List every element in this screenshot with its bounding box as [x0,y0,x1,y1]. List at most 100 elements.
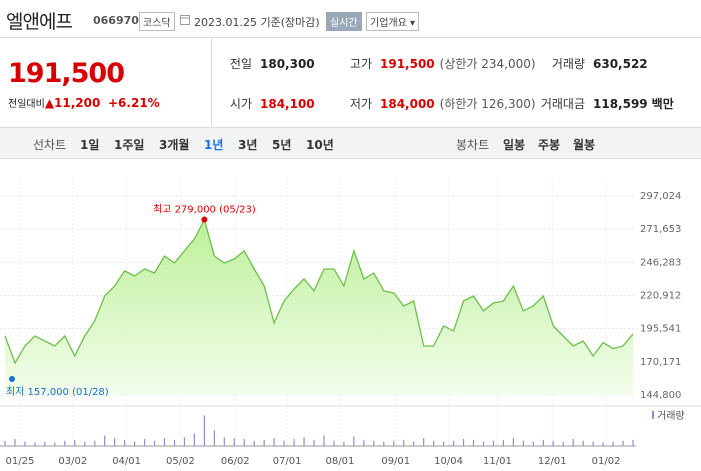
tab[interactable]: 일봉 [503,138,526,152]
min-label: 최저 157,000 (01/28) [6,386,109,398]
stat-label: 고가 [349,57,372,71]
stat-note: (하한가 126,300) [439,97,536,111]
stats-panel: 전일 180,300 고가 191,500 (상한가 234,000) 거래량 630,52… [212,38,701,126]
tab[interactable]: 1년 [204,138,224,152]
calendar-icon [180,15,190,25]
volume-bar [283,440,285,446]
volume-bar [413,441,415,446]
tab[interactable]: 3개월 [159,138,190,152]
y-tick-label: 297,024 [640,191,681,202]
volume-bar [333,440,335,446]
x-tick-label: 04/01 [112,456,141,467]
volume-bar [572,439,574,446]
current-price: 191,500 [8,58,125,89]
tab[interactable]: 1주일 [114,138,145,152]
volume-bar [323,435,325,446]
x-tick-label: 09/01 [381,456,410,467]
y-tick-label: 220,912 [640,291,681,302]
volume-legend: 거래량 [657,410,685,422]
stat: 고가 191,500 (상한가 234,000) [332,55,536,72]
volume-bar [303,437,305,446]
change-row: 전일대비▲11,200 +6.21% [8,95,160,110]
tab[interactable]: 3년 [238,138,258,152]
stat-label: 거래대금 [540,97,585,111]
company-label: 기업개요 [370,18,407,29]
tab[interactable]: 10년 [306,138,334,152]
max-marker [201,216,208,223]
volume-bar [612,441,614,446]
tab[interactable]: 5년 [272,138,292,152]
stat: 거래량 630,522 [537,55,648,72]
stat: 전일 180,300 [212,55,315,72]
volume-bar [14,439,16,446]
chart: 144,800 170,171 195,541 220,912 246,283 271,6… [0,179,701,467]
change-pct: +6.21% [108,96,160,110]
volume-bar [243,439,245,446]
tab[interactable]: 주봉 [538,138,561,152]
change: 11,200 [54,96,101,110]
stat-value: 180,300 [260,57,315,71]
volume-bar [84,441,86,446]
base-date: 2023.01.25 기준(장마감) [194,16,320,29]
volume-bar [104,435,106,446]
volume-bar [213,430,215,446]
volume-bar [54,442,56,446]
x-tick-label: 06/02 [221,456,250,467]
volume-bar [443,441,445,446]
volume-bar [502,439,505,446]
tab-group-label: 선차트 [33,138,67,152]
stat-value: 184,000 [380,97,435,111]
volume-bar [203,415,205,446]
min-marker [8,376,15,383]
volume-bar [133,441,136,446]
stat-label: 시가 [229,97,252,111]
volume-bar [313,439,315,446]
x-tick-label: 01/25 [6,456,35,467]
stat-value: 184,100 [260,97,315,111]
volume-bar [253,440,255,446]
volume-bar [522,440,524,446]
company-button[interactable]: 기업개요 ▾ [366,12,420,31]
y-tick-label: 246,283 [640,257,681,268]
price-area [5,219,633,395]
volume-bar [532,441,534,446]
volume-bar [393,440,395,446]
stat-note: (상한가 234,000) [439,57,536,71]
volume-bar [233,438,235,446]
tab[interactable]: 1일 [80,138,100,152]
tab-group-label: 봉차트 [456,138,490,152]
volume-bar [343,441,345,446]
volume-bar [512,438,514,446]
stat: 거래대금 118,599 백만 [537,95,674,112]
x-tick-label: 08/01 [326,456,355,467]
volume-bar [114,438,116,446]
volume-bar [373,440,375,446]
up-arrow: ▲ [44,96,55,110]
x-tick-label: 03/02 [58,456,87,467]
volume-bar [542,439,544,446]
volume-bar [592,441,594,446]
volume-bar [173,439,176,446]
volume-bar [622,440,624,446]
volume-bar [482,441,485,446]
x-tick-label: 07/01 [273,456,302,467]
stat-label: 거래량 [551,57,585,71]
stat: 시가 184,100 [212,95,315,112]
y-tick-label: 195,541 [640,324,681,335]
volume-bar [602,442,604,446]
volume-bar [193,433,195,446]
volume-bar [44,441,46,446]
volume-bar [4,440,6,446]
volume-bar [34,442,36,446]
header: 엘앤에프 066970 코스닥 2023.01.25 기준(장마감) 실시간 기… [0,0,701,38]
volume-bar [223,437,225,446]
volume-bar [293,439,295,446]
realtime-button[interactable]: 실시간 [326,12,362,31]
y-tick-label: 271,653 [640,224,681,235]
volume-bar [163,438,166,446]
max-label: 최고 279,000 (05/23) [153,204,256,216]
period-tabs: 선차트 1일 1주일 3개월 1년 3년 5년 10년 봉차트 일봉 주봉 월봉 [0,127,701,159]
volume-bar [64,440,66,446]
tab[interactable]: 월봉 [573,138,596,152]
